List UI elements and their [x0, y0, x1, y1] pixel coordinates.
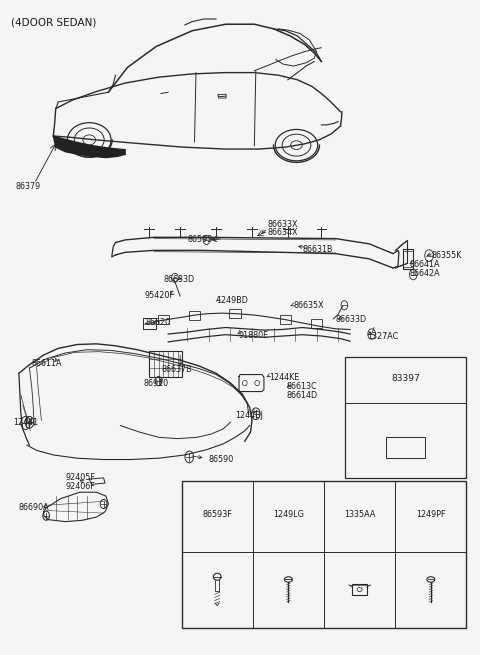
Text: 12441: 12441: [12, 418, 38, 427]
Text: 86633X: 86633X: [268, 219, 298, 229]
Bar: [157, 315, 169, 324]
Text: 83397: 83397: [392, 374, 420, 383]
Text: 86631B: 86631B: [302, 244, 333, 253]
Text: 86590: 86590: [209, 455, 234, 464]
Text: 86613C: 86613C: [287, 383, 318, 392]
Text: 86633D: 86633D: [163, 274, 194, 284]
Text: 86642A: 86642A: [410, 269, 441, 278]
Text: 1249LG: 1249LG: [273, 510, 304, 519]
Text: 1327AC: 1327AC: [367, 332, 398, 341]
Text: 92406F: 92406F: [65, 483, 95, 491]
Text: 1244BJ: 1244BJ: [235, 411, 263, 420]
Text: 86614D: 86614D: [287, 391, 318, 400]
Text: 86690A: 86690A: [19, 504, 49, 512]
Text: 92405F: 92405F: [65, 474, 95, 482]
Bar: [280, 315, 291, 324]
Bar: [345, 357, 467, 478]
Text: 86634X: 86634X: [268, 228, 298, 237]
Text: 86379: 86379: [15, 183, 40, 191]
Bar: [181, 481, 467, 628]
Text: 86633D: 86633D: [336, 314, 367, 324]
Text: 86593: 86593: [187, 235, 213, 244]
Bar: [311, 319, 323, 328]
Text: 86637B: 86637B: [161, 365, 192, 374]
Text: 86635X: 86635X: [294, 301, 324, 310]
Text: 1244KE: 1244KE: [269, 373, 299, 382]
Bar: [229, 309, 241, 318]
Text: 1249BD: 1249BD: [216, 296, 248, 305]
Text: 86611A: 86611A: [32, 359, 62, 368]
Text: 1335AA: 1335AA: [344, 510, 375, 519]
Bar: [386, 437, 425, 458]
Bar: [352, 584, 367, 595]
Text: 86641A: 86641A: [410, 259, 441, 269]
Bar: [189, 311, 200, 320]
Text: (4DOOR SEDAN): (4DOOR SEDAN): [11, 17, 96, 27]
Text: 91880E: 91880E: [239, 331, 269, 341]
Text: 1249PF: 1249PF: [416, 510, 445, 519]
Polygon shape: [53, 136, 125, 158]
Text: 86593F: 86593F: [203, 510, 232, 519]
Text: 86620: 86620: [145, 318, 170, 327]
Bar: [149, 351, 181, 377]
Text: 86910: 86910: [144, 379, 168, 388]
Text: 95420F: 95420F: [144, 291, 174, 300]
Text: 86355K: 86355K: [432, 251, 462, 260]
